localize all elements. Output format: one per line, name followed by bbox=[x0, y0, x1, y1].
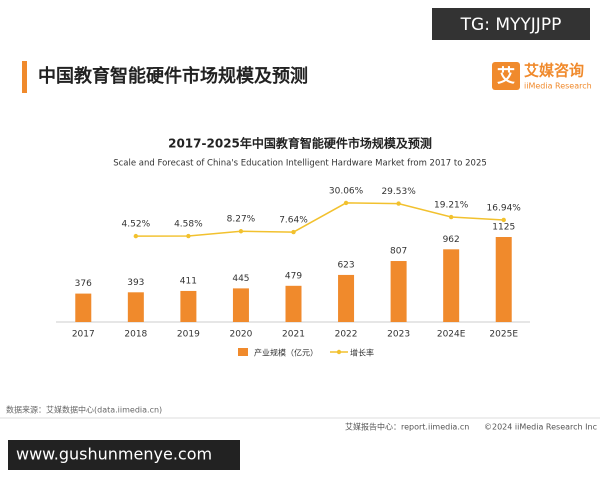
footer-copyright: ©2024 iiMedia Research Inc bbox=[484, 423, 597, 432]
legend-swatch bbox=[238, 348, 248, 356]
source: 数据来源：艾媒数据中心(data.iimedia.cn) bbox=[6, 405, 162, 415]
growth-label: 7.64% bbox=[279, 216, 308, 226]
legend-label: 产业规模（亿元） bbox=[254, 348, 318, 358]
logo-name: 艾媒咨询 bbox=[524, 62, 584, 80]
growth-point bbox=[186, 233, 191, 239]
x-tick-label: 2020 bbox=[229, 330, 252, 340]
bar bbox=[495, 237, 512, 322]
bar bbox=[232, 288, 249, 322]
page-title: 中国教育智能硬件市场规模及预测 bbox=[38, 65, 308, 87]
x-tick-label: 2024E bbox=[437, 330, 466, 340]
footer-site: 艾媒报告中心：report.iimedia.cn bbox=[345, 422, 469, 432]
growth-label: 4.52% bbox=[122, 220, 151, 230]
bar-label: 1125 bbox=[492, 223, 515, 233]
growth-point bbox=[343, 200, 349, 206]
logo-sub: iiMedia Research bbox=[524, 82, 592, 91]
bar-label: 393 bbox=[127, 278, 144, 288]
bar-label: 445 bbox=[232, 274, 249, 284]
x-tick-label: 2019 bbox=[177, 330, 200, 340]
bar bbox=[443, 249, 460, 322]
bar bbox=[338, 274, 355, 322]
legend-swatch-dot bbox=[336, 349, 342, 355]
growth-label: 30.06% bbox=[329, 186, 364, 196]
growth-point bbox=[501, 217, 506, 223]
watermark-bottom-box bbox=[8, 440, 240, 470]
bar bbox=[285, 285, 302, 322]
bar bbox=[180, 290, 197, 322]
x-tick-label: 2023 bbox=[387, 330, 410, 340]
x-tick-label: 2017 bbox=[72, 330, 95, 340]
bar-label: 411 bbox=[180, 276, 197, 286]
watermark-bottom: www.gushunmenye.com bbox=[16, 445, 212, 464]
growth-label: 8.27% bbox=[227, 215, 256, 225]
growth-point bbox=[448, 214, 454, 220]
x-tick-label: 2018 bbox=[124, 330, 147, 340]
bar-label: 623 bbox=[337, 260, 354, 270]
x-tick-label: 2021 bbox=[282, 330, 305, 340]
bar bbox=[390, 261, 407, 322]
growth-point bbox=[238, 229, 244, 234]
watermark-box bbox=[432, 8, 590, 40]
x-tick-label: 2022 bbox=[335, 330, 358, 340]
bar bbox=[75, 293, 92, 322]
watermark-top: TG: MYYJJPP bbox=[460, 15, 562, 35]
growth-line bbox=[135, 202, 504, 237]
growth-label: 29.53% bbox=[381, 187, 416, 197]
logo-mark: 艾 bbox=[497, 65, 515, 87]
bar bbox=[127, 292, 144, 322]
growth-label: 4.58% bbox=[174, 220, 203, 230]
bar-label: 807 bbox=[390, 247, 407, 257]
growth-label: 16.94% bbox=[487, 203, 522, 213]
growth-point bbox=[133, 233, 139, 239]
chart-title: 2017-2025年中国教育智能硬件市场规模及预测 bbox=[168, 136, 432, 151]
growth-point bbox=[396, 201, 401, 206]
bar-label: 376 bbox=[75, 279, 92, 289]
legend-label: 增长率 bbox=[350, 348, 374, 358]
logo-icon bbox=[492, 62, 520, 90]
bar-label: 962 bbox=[443, 235, 460, 245]
title-accent bbox=[22, 61, 27, 93]
growth-label: 19.21% bbox=[434, 201, 469, 211]
growth-point bbox=[291, 229, 296, 235]
chart-subtitle: Scale and Forecast of China's Education … bbox=[113, 159, 487, 169]
bar-label: 479 bbox=[285, 271, 302, 281]
x-tick-label: 2025E bbox=[489, 330, 518, 340]
